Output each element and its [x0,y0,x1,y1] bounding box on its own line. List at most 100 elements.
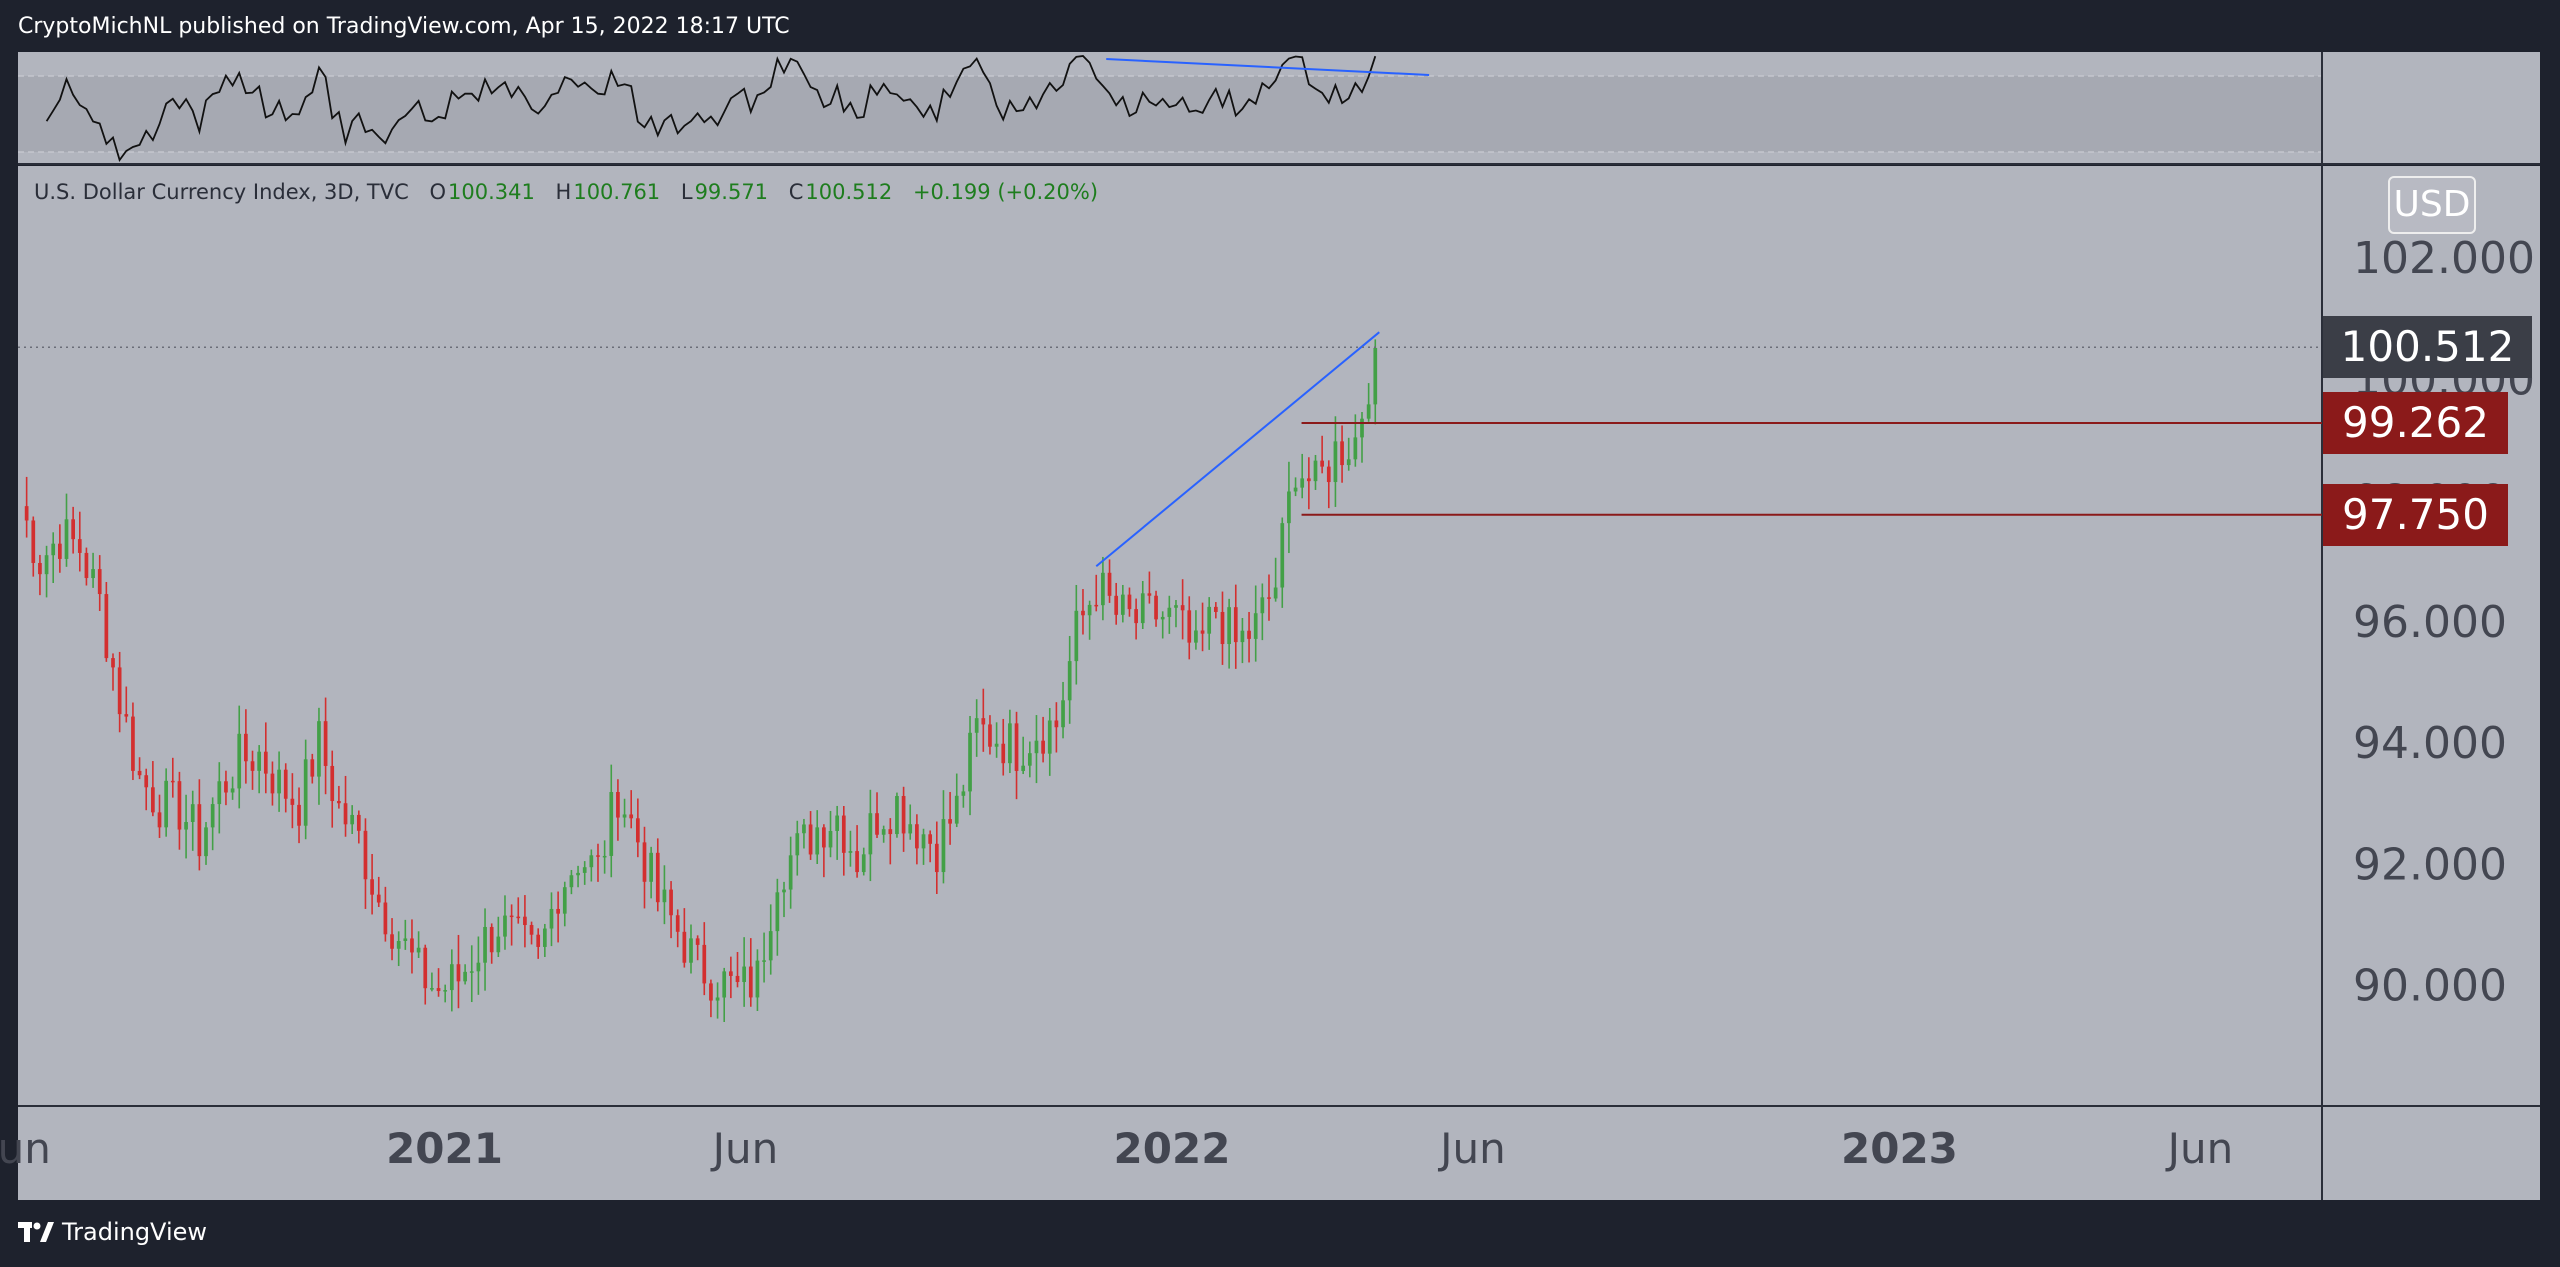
candle-body-164 [1107,572,1112,596]
ohlc-high: H100.761 [555,180,661,204]
x-tick-label-5: 2023 [1841,1124,1958,1173]
drawings [18,331,2322,568]
candle-body-54 [376,894,381,903]
candle-body-55 [383,902,388,935]
candle-body-51 [356,814,361,831]
candle-body-188 [1267,597,1271,599]
candle-body-136 [921,834,926,849]
candle-body-68 [469,971,474,973]
candle-body-59 [410,938,414,953]
candle-body-67 [463,971,467,982]
candle-body-131 [888,829,893,835]
candle-body-137 [928,834,933,844]
candle-body-83 [569,875,574,888]
candle-body-121 [822,827,826,848]
candle-body-120 [815,827,820,855]
candle-body-71 [489,926,494,953]
candle-body-6 [58,543,62,559]
candle-body-204 [1373,347,1378,405]
candle-body-167 [1127,594,1132,610]
candle-body-29 [210,804,215,828]
ohlc-low: L99.571 [680,180,769,204]
candle-body-99 [675,915,680,932]
candle-body-32 [230,788,235,793]
candle-body-94 [642,842,647,882]
tradingview-logo-icon [18,1222,54,1242]
candle-body-81 [556,908,560,914]
candle-body-192 [1293,487,1298,492]
candle-body-119 [808,824,813,855]
candle-body-46 [323,721,328,766]
candle-body-113 [768,931,773,961]
candle-body-50 [350,814,355,825]
candle-body-70 [483,926,487,963]
candle-body-10 [84,552,89,579]
candle-body-145 [981,718,986,725]
candle-body-91 [622,814,627,818]
candle-body-38 [270,773,275,794]
x-tick-label-4: Jun [1437,1124,1506,1173]
candle-body-74 [509,915,514,918]
candle-body-133 [901,796,906,834]
candle-body-199 [1340,441,1344,466]
candle-body-35 [250,761,255,771]
candle-body-64 [443,990,448,992]
candle-body-166 [1120,594,1125,615]
candle-body-79 [542,928,547,947]
y-tick-label-1: 92.000 [2353,839,2507,890]
candle-body-31 [224,781,228,793]
footer-bar [0,1200,2560,1267]
candle-body-22 [164,780,169,828]
candle-body-149 [1008,723,1012,764]
candle-body-23 [170,780,175,783]
candle-body-75 [516,916,521,919]
candle-body-24 [177,781,182,830]
tradingview-logo[interactable]: TradingView [18,1218,207,1246]
candle-body-109 [742,966,746,983]
candle-body-95 [649,852,653,882]
candle-body-57 [396,940,401,949]
candle-body-142 [961,791,966,796]
candle-body-179 [1207,606,1212,634]
candle-body-141 [954,795,959,824]
candle-body-200 [1346,459,1351,466]
candle-body-162 [1094,604,1099,607]
candle-body-103 [702,944,707,984]
candle-body-146 [988,724,992,747]
candle-body-87 [596,855,600,857]
x-tick-label-1: 2021 [386,1124,503,1173]
candle-body-65 [449,964,454,991]
y-tick-label-3: 96.000 [2353,597,2507,648]
x-tick-label-6: Jun [2165,1124,2234,1173]
candle-body-122 [828,830,833,848]
candle-body-148 [1001,743,1006,764]
candle-body-25 [184,821,188,830]
candle-body-147 [994,743,999,747]
tradingview-logo-text: TradingView [62,1218,208,1246]
candle-body-5 [51,543,56,556]
candle-body-84 [576,872,580,876]
candle-body-160 [1081,610,1085,616]
candle-body-100 [682,931,687,963]
candle-body-76 [523,916,527,926]
candle-body-189 [1273,587,1278,599]
trendline-0 [1095,331,1380,568]
candle-body-82 [562,887,567,914]
candle-body-37 [263,751,268,774]
candle-body-90 [616,792,620,818]
candle-body-3 [38,562,42,575]
candle-body-171 [1154,595,1158,620]
candle-body-175 [1180,605,1185,611]
candle-body-86 [589,855,594,868]
currency-button[interactable]: USD [2388,176,2476,234]
ohlc-change: +0.199 (+0.20%) [912,180,1099,204]
candle-body-126 [855,851,859,873]
candle-body-196 [1320,460,1324,467]
candle-body-187 [1260,597,1265,614]
candle-body-190 [1280,523,1285,588]
candle-body-107 [729,971,733,976]
candle-body-158 [1067,661,1072,701]
oscillator-series [45,55,1430,162]
last-price-tag: 100.512 [2323,316,2532,379]
